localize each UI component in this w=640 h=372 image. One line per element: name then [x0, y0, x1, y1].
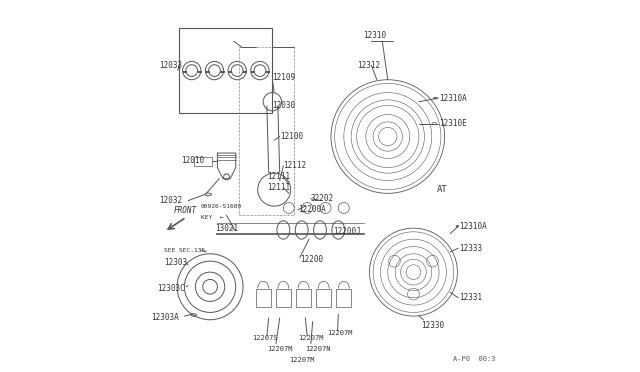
Text: 12111: 12111: [267, 172, 290, 181]
Text: 12100: 12100: [280, 132, 303, 141]
Text: 12010: 12010: [180, 156, 204, 165]
Text: KEY  ←: KEY ←: [201, 215, 223, 219]
Text: 12109: 12109: [273, 73, 296, 83]
Text: SEE SEC.135: SEE SEC.135: [164, 248, 205, 253]
Bar: [179, 28, 273, 113]
Text: 12310A: 12310A: [439, 93, 467, 103]
Text: 12032: 12032: [159, 196, 182, 205]
Text: 12310E: 12310E: [439, 119, 467, 128]
Text: 12033: 12033: [159, 61, 182, 70]
Bar: [239, 47, 294, 215]
Text: 12310: 12310: [363, 31, 386, 40]
Text: 12200J: 12200J: [333, 227, 360, 236]
Text: 12111: 12111: [267, 183, 290, 192]
Ellipse shape: [456, 225, 459, 227]
Text: 12207M: 12207M: [289, 357, 314, 363]
Text: 12030: 12030: [273, 101, 296, 110]
Text: 12303C: 12303C: [157, 284, 185, 293]
Text: 12112: 12112: [284, 161, 307, 170]
Text: 12310A: 12310A: [460, 222, 487, 231]
Text: 12200: 12200: [300, 255, 323, 264]
Text: 12333: 12333: [460, 244, 483, 253]
Text: FRONT: FRONT: [173, 206, 196, 215]
Ellipse shape: [433, 97, 437, 99]
Text: 12207M: 12207M: [298, 335, 323, 341]
Text: 12330: 12330: [420, 321, 444, 330]
Bar: [193, 157, 212, 166]
Text: 12207M: 12207M: [327, 330, 353, 336]
Text: 12303: 12303: [164, 259, 188, 267]
Text: 12303A: 12303A: [152, 314, 179, 323]
Text: 12207S: 12207S: [252, 335, 278, 341]
Text: 00926-S1600: 00926-S1600: [201, 203, 242, 209]
Text: AT: AT: [437, 185, 448, 194]
Text: 12207M: 12207M: [267, 346, 292, 352]
Text: 12200A: 12200A: [298, 205, 326, 214]
Text: 12207N: 12207N: [305, 346, 331, 352]
Text: 13021: 13021: [216, 224, 239, 232]
Text: 12331: 12331: [460, 293, 483, 302]
Text: 12312: 12312: [356, 61, 380, 70]
Text: 32202: 32202: [311, 194, 334, 203]
Text: A-P0  00:3: A-P0 00:3: [453, 356, 496, 362]
